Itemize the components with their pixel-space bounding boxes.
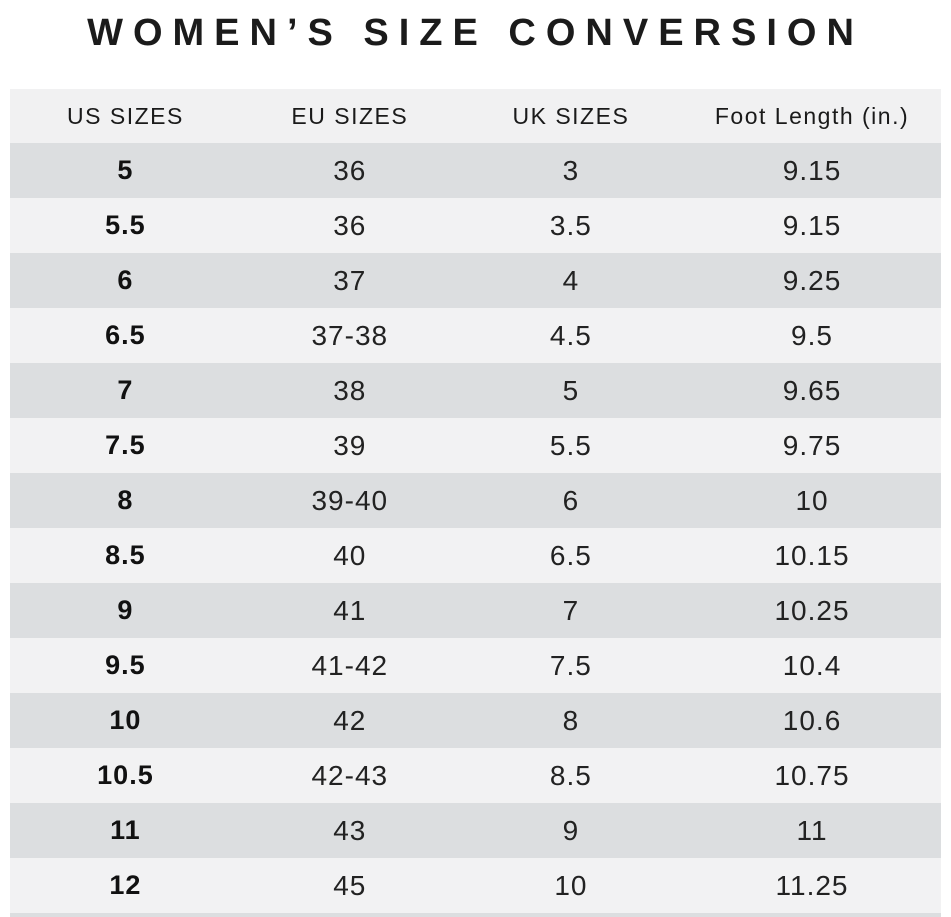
header-us-sizes: US SIZES xyxy=(67,102,184,129)
uk-size-cell: 7.5 xyxy=(549,649,592,681)
table-row: 7 38 5 9.65 xyxy=(10,363,941,418)
uk-size-cell: 7 xyxy=(562,594,580,626)
us-size-cell: 10.5 xyxy=(97,760,154,790)
foot-length-cell: 10.15 xyxy=(774,539,850,571)
us-size-cell: 6 xyxy=(117,265,134,295)
us-size-cell: 11 xyxy=(110,815,141,845)
us-size-cell: 6.5 xyxy=(105,320,146,350)
table-row: 6.5 37-38 4.5 9.5 xyxy=(10,308,941,363)
uk-size-cell: 10 xyxy=(554,869,588,901)
foot-length-cell: 9.75 xyxy=(782,429,842,461)
uk-size-cell: 3.5 xyxy=(549,209,592,241)
foot-length-cell: 9.15 xyxy=(782,209,842,241)
eu-size-cell: 38 xyxy=(333,374,367,406)
header-uk-sizes: UK SIZES xyxy=(512,102,630,129)
table-row: 8.5 40 6.5 10.15 xyxy=(10,528,941,583)
uk-size-cell: 5 xyxy=(562,374,580,406)
foot-length-cell: 10.6 xyxy=(782,704,842,736)
table-row: 9 41 7 10.25 xyxy=(10,583,941,638)
table-row: 8 39-40 6 10 xyxy=(10,473,941,528)
us-size-cell: 10 xyxy=(109,705,142,735)
eu-size-cell: 41-42 xyxy=(311,649,389,681)
table-row: 5 36 3 9.15 xyxy=(10,143,941,198)
page-title: WOMEN’S SIZE CONVERSION xyxy=(87,12,864,54)
uk-size-cell: 9 xyxy=(562,814,580,846)
header-foot-length: Foot Length (in.) xyxy=(714,102,910,129)
uk-size-cell: 8 xyxy=(562,704,580,736)
foot-length-cell: 10.25 xyxy=(774,594,850,626)
size-conversion-table: US SIZES EU SIZES UK SIZES Foot Length (… xyxy=(10,89,941,917)
table-row: 6 37 4 9.25 xyxy=(10,253,941,308)
eu-size-cell: 37-38 xyxy=(311,319,389,351)
us-size-cell: 7 xyxy=(117,375,134,405)
uk-size-cell: 4 xyxy=(562,264,580,296)
uk-size-cell: 4.5 xyxy=(549,319,592,351)
table-row: 10.5 42-43 8.5 10.75 xyxy=(10,748,941,803)
table-row: 12 45 10 11.25 xyxy=(10,858,941,913)
us-size-cell: 8 xyxy=(117,485,134,515)
uk-size-cell: 6 xyxy=(562,484,580,516)
eu-size-cell: 36 xyxy=(333,209,367,241)
table-row: 9.5 41-42 7.5 10.4 xyxy=(10,638,941,693)
uk-size-cell: 8.5 xyxy=(549,759,592,791)
eu-size-cell: 42-43 xyxy=(311,759,389,791)
eu-size-cell: 36 xyxy=(333,154,367,186)
eu-size-cell: 40 xyxy=(333,539,367,571)
foot-length-cell: 9.5 xyxy=(791,319,833,351)
table-header-row: US SIZES EU SIZES UK SIZES Foot Length (… xyxy=(10,89,941,143)
eu-size-cell: 45 xyxy=(333,869,367,901)
us-size-cell: 5 xyxy=(117,155,134,185)
foot-length-cell: 10 xyxy=(795,484,829,516)
next-row-partial xyxy=(10,913,941,917)
us-size-cell: 9 xyxy=(117,595,134,625)
eu-size-cell: 39-40 xyxy=(311,484,389,516)
eu-size-cell: 41 xyxy=(333,594,367,626)
us-size-cell: 12 xyxy=(109,870,142,900)
us-size-cell: 8.5 xyxy=(105,540,146,570)
table-row: 10 42 8 10.6 xyxy=(10,693,941,748)
table-row: 5.5 36 3.5 9.15 xyxy=(10,198,941,253)
foot-length-cell: 11 xyxy=(796,814,828,846)
table-body: 5 36 3 9.15 5.5 36 3.5 9.15 6 37 4 9.25 6.5 37-38 4.5 9… xyxy=(10,143,941,913)
uk-size-cell: 6.5 xyxy=(549,539,592,571)
uk-size-cell: 3 xyxy=(562,154,580,186)
eu-size-cell: 39 xyxy=(333,429,367,461)
foot-length-cell: 10.75 xyxy=(774,759,850,791)
foot-length-cell: 9.25 xyxy=(782,264,842,296)
header-eu-sizes: EU SIZES xyxy=(291,102,409,129)
us-size-cell: 5.5 xyxy=(105,210,146,240)
eu-size-cell: 37 xyxy=(333,264,367,296)
eu-size-cell: 43 xyxy=(333,814,367,846)
foot-length-cell: 9.65 xyxy=(782,374,842,406)
eu-size-cell: 42 xyxy=(333,704,367,736)
uk-size-cell: 5.5 xyxy=(549,429,592,461)
us-size-cell: 9.5 xyxy=(105,650,146,680)
table-row: 7.5 39 5.5 9.75 xyxy=(10,418,941,473)
table-row: 11 43 9 11 xyxy=(10,803,941,858)
foot-length-cell: 11.25 xyxy=(775,869,849,901)
foot-length-cell: 9.15 xyxy=(782,154,842,186)
us-size-cell: 7.5 xyxy=(105,430,146,460)
foot-length-cell: 10.4 xyxy=(782,649,842,681)
